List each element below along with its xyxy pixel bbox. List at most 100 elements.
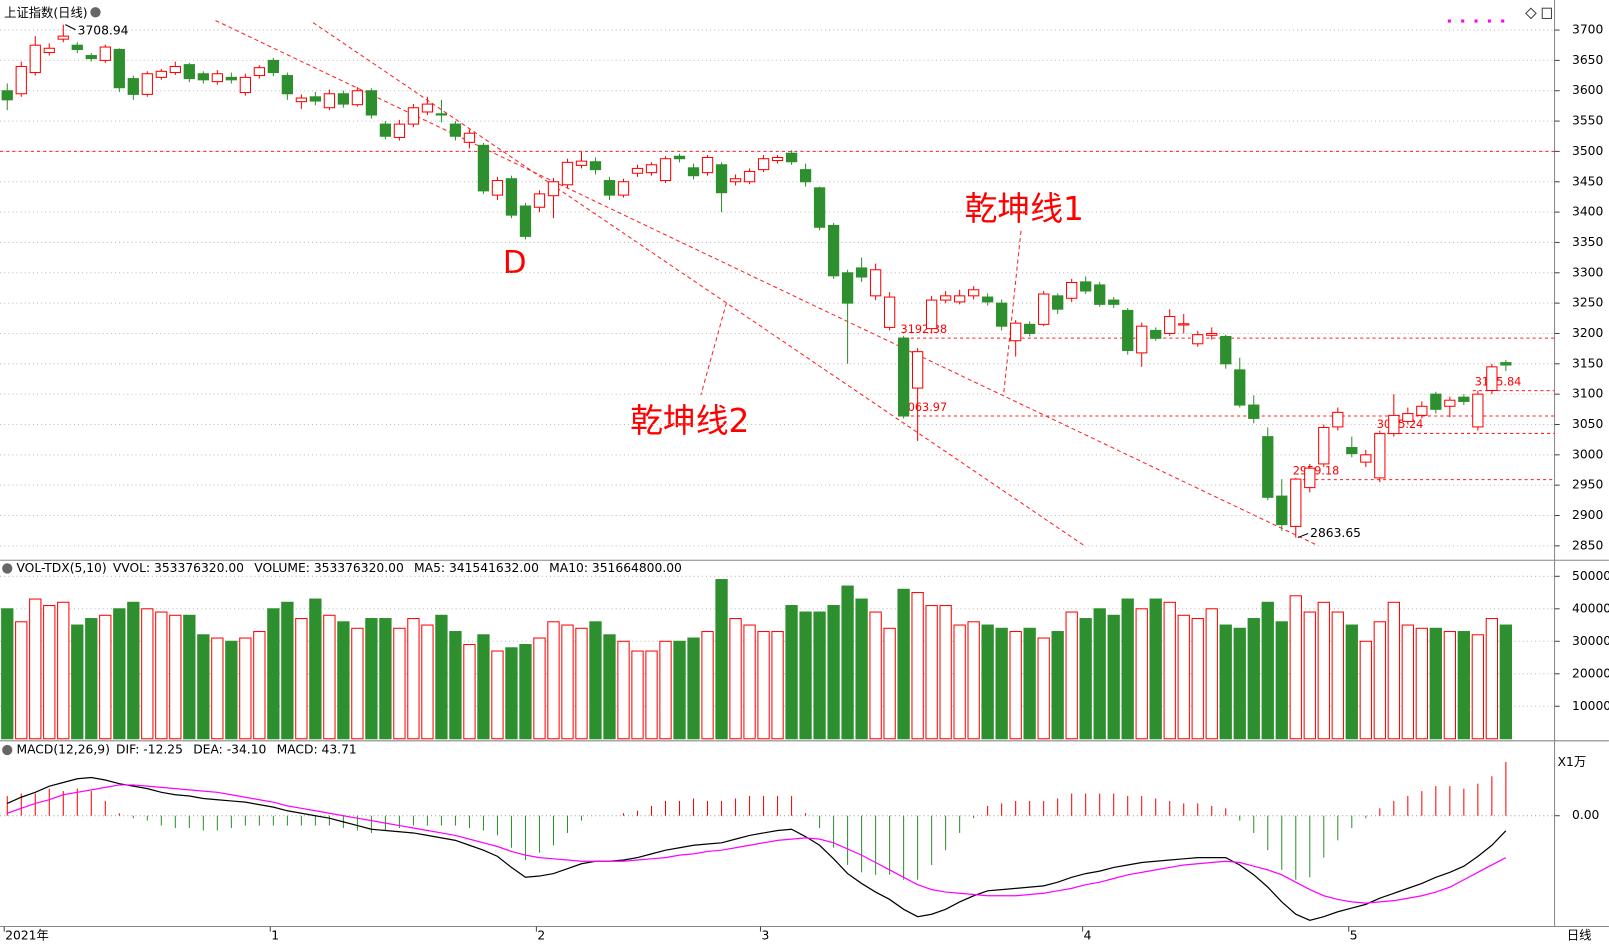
level-label: 3192.38 [901, 323, 948, 336]
diamond-icon[interactable] [1525, 7, 1537, 20]
candle-body [1220, 335, 1232, 365]
volume-bar [953, 624, 966, 740]
volume-bar [813, 611, 826, 740]
candle-body [1192, 334, 1204, 345]
extreme-label: 2863.65 [1310, 526, 1361, 540]
candle-body [897, 337, 910, 417]
volume-bar [1177, 614, 1190, 740]
volume-bar [407, 618, 420, 740]
candle-body [1080, 281, 1092, 292]
y-tick-label: 10000 [1572, 699, 1609, 713]
volume-bar [519, 644, 532, 740]
volume-bar [1247, 618, 1260, 740]
legend-entry: DEA: -34.10 [193, 743, 266, 757]
annotation: 乾坤线2 [630, 402, 749, 440]
y-tick-label: 3200 [1572, 326, 1603, 340]
volume-bar [561, 624, 574, 740]
volume-bar [1, 608, 14, 740]
candle-body [701, 156, 714, 174]
candle-body [743, 170, 756, 183]
volume-bar [1429, 627, 1442, 740]
y-tick-label: 3600 [1572, 83, 1603, 97]
candle-body [155, 70, 167, 78]
candle-body [869, 269, 882, 297]
volume-bar [239, 637, 252, 740]
y-tick-label: 3450 [1572, 174, 1603, 188]
y-tick-label: 40000 [1572, 601, 1609, 615]
candle-body [1430, 393, 1442, 410]
candle-body [15, 65, 27, 95]
volume-bar [1135, 608, 1148, 740]
legend-entry: MA5: 341541632.00 [414, 561, 539, 575]
x-tick-label: 2 [537, 928, 545, 942]
candle-body [1374, 433, 1386, 479]
y-tick-label: 2850 [1572, 538, 1603, 552]
volume-bar [393, 627, 406, 740]
level-label: 3063.97 [901, 401, 948, 414]
window-icon[interactable] [1541, 7, 1552, 19]
volume-bar [869, 611, 882, 740]
level-label: 3035.24 [1377, 418, 1424, 431]
macd-icon[interactable] [2, 744, 13, 756]
volume-bar [967, 621, 980, 740]
volume-bar [1289, 595, 1302, 740]
annotation: D [503, 245, 527, 281]
volume-bar [267, 608, 280, 740]
trend-lines [215, 20, 1319, 547]
volume-bar [197, 634, 210, 740]
vol-icon[interactable] [2, 563, 13, 574]
volume-bar [365, 618, 378, 740]
level-label: 3105.84 [1475, 375, 1522, 388]
volume-bar [253, 631, 266, 740]
period-label: 日线 [1567, 928, 1592, 942]
candle-body [519, 205, 532, 237]
candle-body [1052, 295, 1064, 310]
volume-bar [281, 601, 294, 740]
volume-bar [183, 614, 196, 740]
candle-body [1290, 478, 1302, 527]
y-tick-label: 3150 [1572, 356, 1603, 370]
candle-body [85, 55, 97, 60]
candle-body [1108, 299, 1120, 305]
y-tick-label: 3500 [1572, 144, 1603, 158]
y-tick-label: 3550 [1572, 114, 1603, 128]
candle-body [1318, 427, 1330, 465]
candle-body [1346, 447, 1358, 455]
volume-bar [1121, 598, 1134, 740]
candle-body [996, 302, 1008, 327]
volume-bar [1471, 634, 1485, 740]
candle-body [729, 178, 742, 183]
candle-body [183, 64, 195, 80]
annotation: 乾坤线1 [965, 190, 1084, 228]
y-tick-label: 3700 [1572, 23, 1603, 37]
volume-bar [911, 592, 924, 740]
candle-body [71, 44, 83, 50]
panel-title: VOL-TDX(5,10) [16, 561, 106, 575]
x-tick-label: 2021年 [5, 928, 49, 942]
volume-bar [1107, 614, 1120, 740]
volume-bar [379, 618, 392, 740]
panel-title: MACD(12,26,9) [16, 743, 109, 757]
candle-body [1122, 309, 1134, 351]
volume-bar [71, 624, 84, 740]
candle-body [1444, 399, 1456, 407]
candle-body [673, 155, 686, 160]
candle-body [1416, 405, 1428, 416]
volume-bar [1401, 624, 1414, 740]
candle-body [491, 180, 504, 196]
candle-body [141, 73, 153, 95]
volume-bar [1093, 608, 1106, 740]
title-icon[interactable] [90, 7, 101, 18]
volume-bar [1051, 631, 1064, 740]
candle-body [379, 123, 392, 137]
volume-bar [491, 650, 504, 740]
volume-bar [547, 621, 560, 740]
volume-bar [1415, 627, 1428, 740]
y-tick-label: 50000 [1572, 569, 1609, 583]
candle-body [1360, 454, 1372, 463]
volume-bar [57, 601, 70, 740]
volume-bar [323, 614, 336, 740]
candle-body [99, 46, 111, 61]
